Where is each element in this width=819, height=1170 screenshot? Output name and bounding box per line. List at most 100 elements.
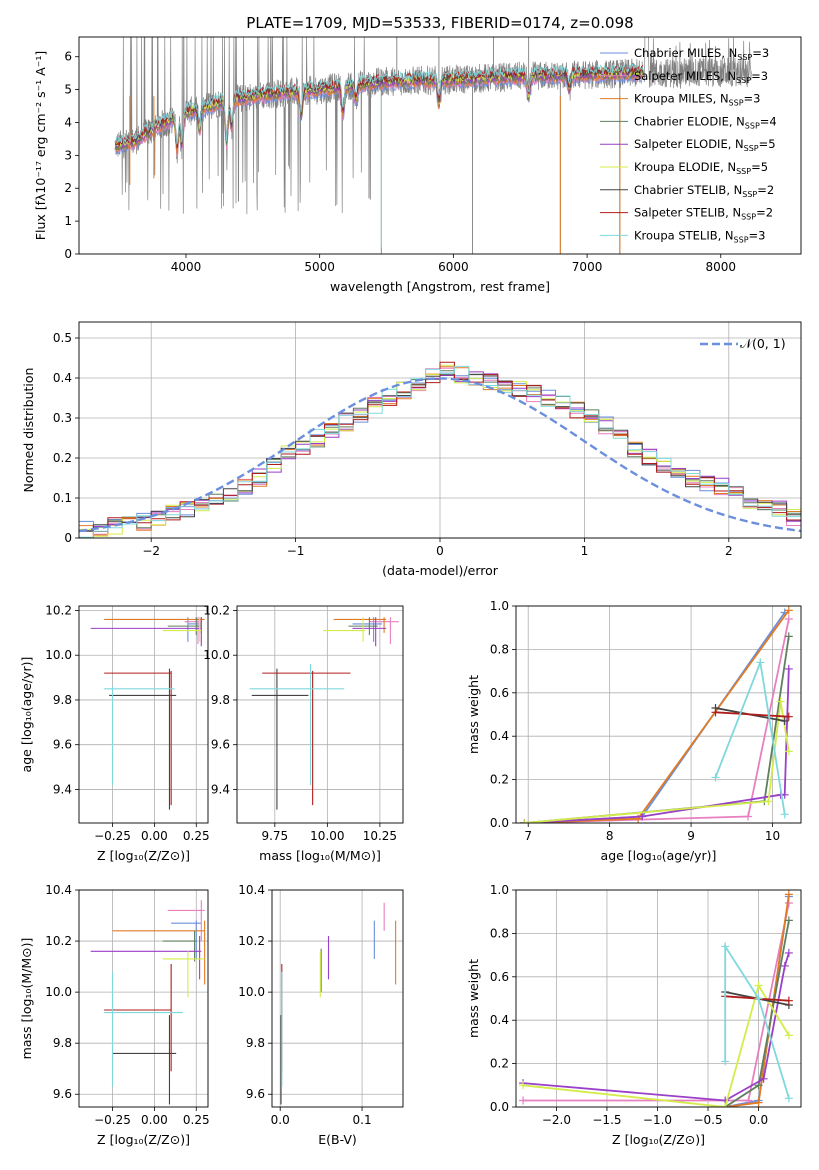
x-axis-label: wavelength [Angstrom, rest frame] [330, 279, 550, 294]
axes-frame [515, 605, 802, 824]
legend-sub: SSP [729, 99, 744, 108]
y-tick-label: 10.0 [203, 648, 230, 662]
y-tick-label: 9.4 [53, 782, 72, 796]
x-axis-label: mass [log₁₀(M/M⊙)] [259, 848, 381, 863]
marker-salpeter_elodie [638, 812, 647, 821]
spectrum-panel: 4000 5000 6000 7000 8000 0 1 2 3 4 5 6 wavelength [A… [33, 36, 802, 294]
x-tick-label: −1 [287, 544, 305, 558]
x-tick-label: 7000 [572, 260, 603, 274]
marker-chabrier_stelib [780, 717, 789, 726]
legend-text: Salpeter MILES, N [634, 69, 736, 83]
y-tick-label: 4 [64, 115, 72, 129]
x-tick-label: −2.0 [542, 1113, 571, 1127]
age-vs-Z-points [90, 617, 205, 810]
spectrum-data-group [114, 37, 752, 254]
marker-salpeter_miles [744, 812, 753, 821]
mass-vs-Z-points [90, 900, 206, 1105]
y-tick-label: 0 [64, 531, 72, 545]
y-tick-label: 0.1 [53, 491, 72, 505]
legend-sub: SSP [741, 213, 756, 222]
y-tick-label: 9.8 [246, 1036, 265, 1050]
legend-suffix: =3 [751, 69, 768, 83]
y-tick-label: 10.0 [238, 985, 265, 999]
marker-kroupa_elodie [754, 981, 763, 990]
legend-sub: SSP [737, 53, 752, 62]
y-tick-label: 9.8 [211, 693, 230, 707]
y-axis-label: mass weight [466, 959, 481, 1038]
x-tick-label: −0.25 [94, 1113, 131, 1127]
y-tick-label: 0.6 [490, 970, 509, 984]
x-tick-label: 10.00 [310, 829, 344, 843]
legend-text: Kroupa STELIB, N [634, 228, 734, 242]
y-axis-label: Flux [fλ10⁻¹⁷ erg cm⁻² s⁻¹ A⁻¹] [33, 51, 48, 240]
marker-kroupa_miles [754, 1098, 763, 1107]
y-tick-label: 0.8 [490, 642, 509, 656]
y-tick-label: 10.4 [238, 883, 265, 897]
series-salpeter_miles [523, 902, 790, 1102]
legend-suffix: =5 [759, 137, 776, 151]
x-tick-label: 10.25 [363, 829, 397, 843]
series-kroupa_elodie [523, 983, 790, 1107]
marker-kroupa_miles [784, 606, 793, 615]
mass-vs-ebv-panel: 0.0 0.1 9.6 9.8 10.0 10.2 10.4 E(B-V) [238, 883, 404, 1147]
y-tick-label: 9.8 [53, 1036, 72, 1050]
legend-text: Salpeter ELODIE, N [634, 137, 744, 151]
spectrum-model-kroupa_stelib [114, 63, 644, 145]
age-vs-Z-panel: −0.25 0.00 0.25 9.4 9.6 9.8 10.0 10.2 Z [log₁₀(Z… [19, 603, 210, 863]
y-tick-label: 0 [64, 247, 72, 261]
legend-entry-chabrier_miles: Chabrier MILES, NSSP=3 [634, 46, 769, 62]
legend-suffix: =2 [757, 183, 774, 197]
massweight-vs-age-lines [520, 606, 793, 823]
gaussian-curve [79, 377, 801, 533]
legend-suffix: =2 [756, 206, 773, 220]
spectrum-model-salpeter_miles [114, 72, 644, 157]
x-tick-label: 9.75 [261, 829, 288, 843]
series-salpeter_elodie [523, 952, 790, 1102]
legend-entry-salpeter_elodie: Salpeter ELODIE, NSSP=5 [634, 137, 776, 153]
y-tick-label: 6 [64, 50, 72, 64]
legend-text: Chabrier ELODIE, N [634, 114, 745, 128]
axes-frame [271, 889, 404, 1108]
y-axis-label: mass weight [466, 675, 481, 754]
x-tick-label: 1 [581, 544, 589, 558]
legend-entry-kroupa_stelib: Kroupa STELIB, NSSP=3 [634, 228, 765, 244]
y-tick-label: 5 [64, 83, 72, 97]
y-axis-label: age [log₁₀(age/yr)] [19, 657, 34, 773]
y-tick-label: 10.4 [45, 883, 72, 897]
x-tick-label: 0.25 [183, 829, 210, 843]
x-tick-label: 0.1 [353, 1113, 372, 1127]
y-tick-label: 9.6 [53, 1087, 72, 1101]
x-tick-label: −0.25 [94, 829, 131, 843]
axes-frame [236, 605, 404, 824]
marker-kroupa_stelib [754, 994, 763, 1003]
marker-kroupa_elodie [520, 819, 529, 823]
y-tick-label: 0.8 [490, 926, 509, 940]
x-tick-label: 10 [765, 829, 780, 843]
legend-entry-chabrier_stelib: Chabrier STELIB, NSSP=2 [634, 183, 774, 199]
y-tick-label: 1.0 [490, 599, 509, 613]
y-tick-label: 10.2 [238, 934, 265, 948]
legend-text: Kroupa ELODIE, N [634, 160, 736, 174]
y-tick-label: 0.6 [490, 686, 509, 700]
marker-salpeter_elodie [780, 961, 789, 970]
y-tick-label: 0.2 [53, 451, 72, 465]
legend-suffix: =3 [744, 92, 761, 106]
legend-suffix: =3 [752, 46, 769, 60]
y-tick-label: 0.0 [490, 1100, 509, 1114]
marker-salpeter_miles [784, 615, 793, 624]
y-tick-label: 9.6 [246, 1087, 265, 1101]
y-tick-label: 10.0 [45, 648, 72, 662]
x-tick-label: 5000 [304, 260, 335, 274]
x-tick-label: −1.0 [643, 1113, 672, 1127]
legend-text: Chabrier MILES, N [634, 46, 737, 60]
series-kroupa_stelib [724, 943, 790, 1099]
legend-entry-salpeter_miles: Salpeter MILES, NSSP=3 [634, 69, 768, 85]
age-vs-mass-panel: 9.75 10.00 10.25 9.4 9.6 9.8 10.0 10.2 mass [log… [203, 603, 404, 863]
x-tick-label: 4000 [171, 260, 202, 274]
marker-kroupa_stelib [780, 810, 789, 819]
hist-kroupa_stelib [79, 365, 801, 538]
x-tick-label: 0.0 [271, 1113, 290, 1127]
marker-salpeter_miles [519, 1096, 528, 1105]
legend-text: Kroupa MILES, N [634, 92, 729, 106]
